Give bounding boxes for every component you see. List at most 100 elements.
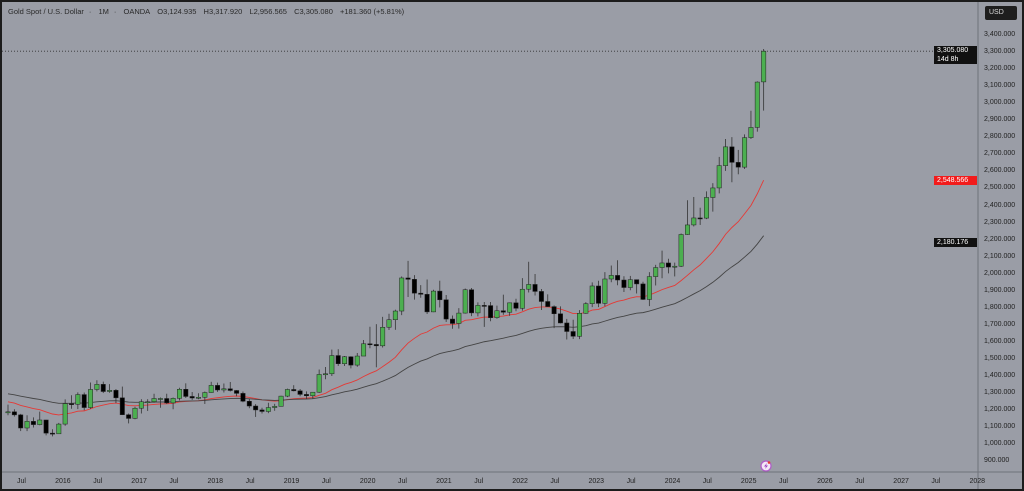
candle-body [323,373,328,376]
price-tick-label: 3,200.000 [984,65,1016,73]
candle [164,393,170,404]
candle [761,48,767,111]
candle [380,316,386,348]
flash-icon[interactable] [760,460,772,472]
candle [653,264,659,286]
candle-body [659,262,665,268]
time-tick-label: Jul [93,478,103,485]
ma-black-tag: 2,180.176 [934,238,977,248]
candle-body [494,310,500,318]
candle [246,398,252,409]
candle [621,276,627,292]
candle-body [24,421,30,429]
candle [310,391,316,399]
candle [685,200,690,235]
candle [513,298,519,312]
candle [538,289,544,311]
candle-body [151,398,157,402]
ma-red-line [7,179,765,416]
time-tick-label: Jul [550,478,560,485]
candle-body [177,389,182,399]
price-tick-label: 1,100.000 [984,423,1016,431]
time-tick-label: Jul [321,478,331,485]
time-tick-label: 2022 [512,478,528,485]
candle [418,285,424,298]
candle-body [519,288,525,309]
candle-body [373,344,379,347]
candle [723,139,728,171]
candle [151,393,157,403]
candle [710,183,716,212]
candle [608,265,614,283]
candle [50,429,55,437]
candle-body [291,389,297,392]
candle [602,272,608,307]
candle-body [526,284,532,290]
candle [450,315,455,329]
price-tick-label: 1,400.000 [984,372,1016,379]
candle-body [208,385,214,393]
candle-body [500,310,506,313]
candle [634,279,640,294]
candle [519,278,525,311]
time-tick-label: 2017 [131,478,147,485]
candle [75,392,81,410]
candle [342,356,348,366]
candle [716,156,722,194]
candle-body [532,284,538,292]
bar-countdown-label: 14d 8h [937,56,959,64]
candle [494,305,500,319]
candle-body [253,405,259,411]
symbol-legend: Gold Spot / U.S. Dollar · 1M · OANDA O3,12… [8,7,405,16]
candle [145,399,151,411]
candle-body [132,407,138,419]
candle-body [170,398,176,404]
candle [646,272,652,307]
candle-body [392,310,398,320]
candle-body [761,50,767,83]
time-tick-label: Jul [245,478,255,485]
candle [11,409,17,417]
candle-body [577,313,582,337]
candle-body [424,294,430,313]
candle-body [81,394,87,408]
candle-body [119,397,125,415]
candle [735,149,741,175]
candle [507,302,513,316]
candle-body [386,319,392,328]
candle [678,233,684,268]
candle-body [742,137,748,168]
candle [691,196,697,227]
candle [56,422,62,435]
candle [24,415,30,432]
currency-button[interactable]: USD [985,6,1017,20]
candle [577,310,582,340]
candle [196,393,201,400]
candle-body [558,313,563,324]
candle-body [545,301,551,307]
candle [304,391,309,399]
candle-body [196,397,201,399]
candle-body [621,279,627,288]
candle [94,380,100,392]
time-tick-label: 2023 [588,478,605,485]
candle-body [418,292,424,295]
candle-body [450,318,455,324]
candle-body [411,279,417,294]
candle [272,403,278,411]
candle [596,280,601,308]
candle-body [551,306,557,315]
price-tick-label: 2,600.000 [984,167,1016,175]
candle [37,411,43,426]
candle-body [723,146,728,166]
candle-body [164,398,170,404]
candle [526,261,532,293]
candle-body [570,331,576,337]
candle [583,302,589,314]
candle-body [380,326,386,347]
interval: 1M [98,7,109,16]
candle-body [75,394,81,405]
candle-body [361,343,367,357]
